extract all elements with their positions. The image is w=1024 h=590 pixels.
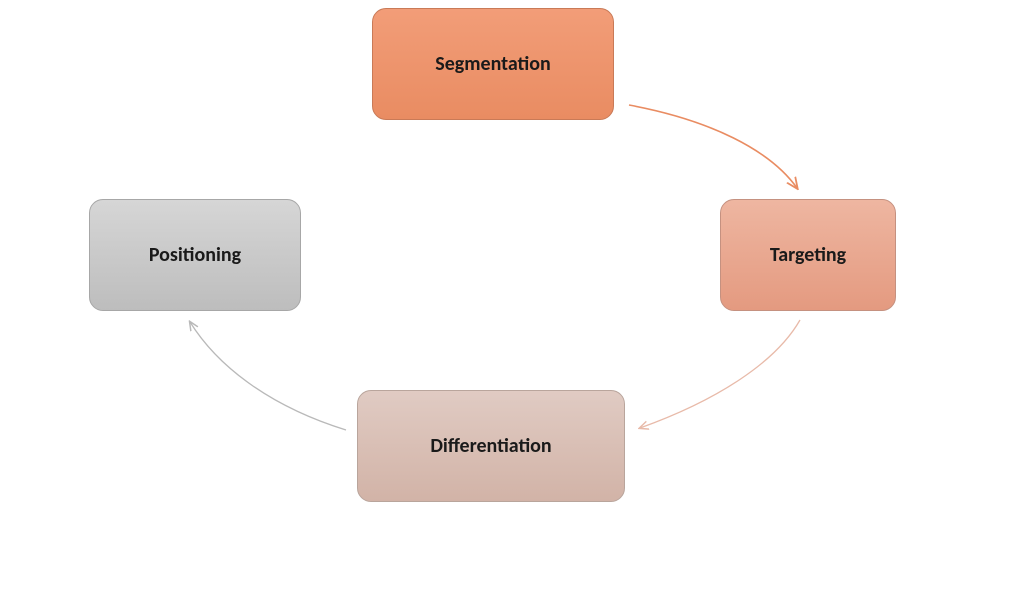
node-label-differentiation: Differentiation	[430, 434, 551, 458]
node-segmentation: Segmentation	[372, 8, 614, 120]
node-positioning: Positioning	[89, 199, 301, 311]
node-label-positioning: Positioning	[149, 243, 241, 267]
edge-segmentation-to-targeting	[629, 105, 797, 188]
edge-targeting-to-differentiation	[640, 320, 800, 428]
node-label-targeting: Targeting	[770, 243, 846, 267]
node-label-segmentation: Segmentation	[435, 52, 551, 76]
edge-differentiation-to-positioning	[190, 322, 346, 430]
diagram-canvas: Segmentation Targeting Differentiation Posi…	[0, 0, 1024, 590]
node-targeting: Targeting	[720, 199, 896, 311]
node-differentiation: Differentiation	[357, 390, 625, 502]
